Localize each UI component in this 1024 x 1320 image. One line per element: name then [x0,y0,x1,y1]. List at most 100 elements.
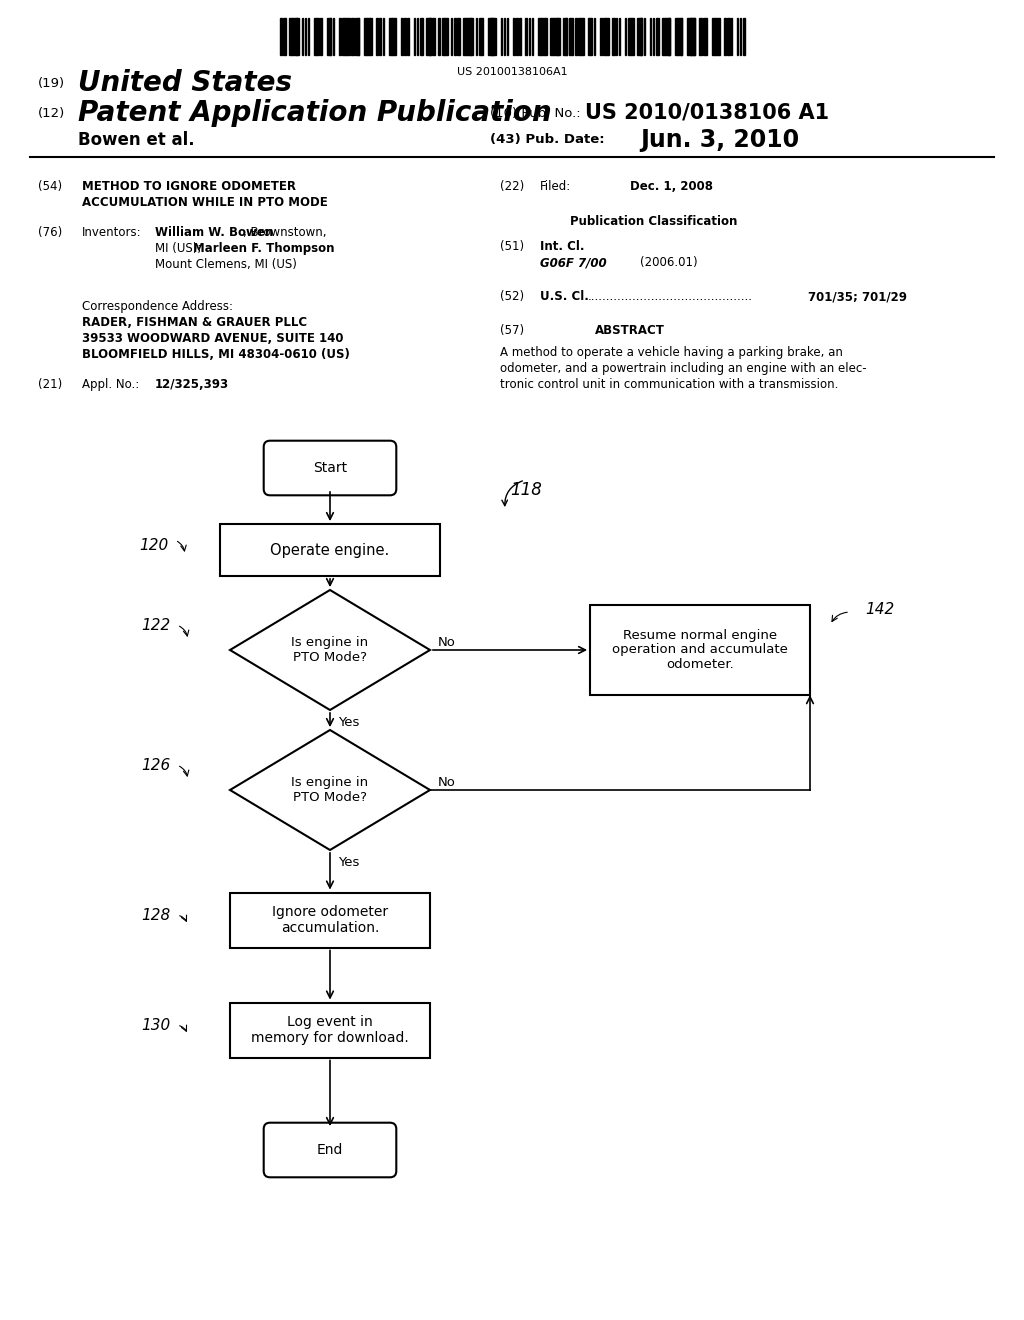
Bar [389,18,392,55]
Bar [321,18,322,55]
Bar [293,18,297,55]
Bar [730,18,732,55]
Text: 12/325,393: 12/325,393 [155,378,229,391]
Bar [531,18,534,55]
Text: (22): (22) [500,180,524,193]
Text: 122: 122 [140,618,170,632]
Bar [401,18,402,55]
Bar [454,18,456,55]
Bar [650,18,651,55]
Bar [631,18,634,55]
Text: ,: , [303,242,307,255]
Text: U.S. Cl.: U.S. Cl. [540,290,589,304]
Text: William W. Bowen: William W. Bowen [155,226,273,239]
Bar [488,18,493,55]
Bar [441,18,444,55]
Text: 701/35; 701/29: 701/35; 701/29 [808,290,907,304]
Bar [606,18,609,55]
Bar [600,18,601,55]
FancyBboxPatch shape [230,892,430,948]
Bar [492,18,495,55]
Text: ............................................: ........................................… [588,290,753,304]
Bar [594,18,595,55]
Text: US 20100138106A1: US 20100138106A1 [457,67,567,77]
Bar [528,18,530,55]
Bar [357,18,359,55]
Text: (21): (21) [38,378,62,391]
Text: United States: United States [78,69,292,96]
Text: (2006.01): (2006.01) [640,256,697,269]
Bar [414,18,415,55]
Bar [392,18,395,55]
Bar [444,18,447,55]
Text: (57): (57) [500,323,524,337]
Text: (10) Pub. No.:: (10) Pub. No.: [490,107,581,120]
Bar [283,18,286,55]
Bar [370,18,372,55]
Bar [557,18,559,55]
Bar [417,18,418,55]
Bar [501,18,502,55]
Bar [408,18,409,55]
Text: Int. Cl.: Int. Cl. [540,240,585,253]
Bar [463,18,466,55]
Text: Ignore odometer
accumulation.: Ignore odometer accumulation. [272,906,388,935]
Text: 126: 126 [140,758,170,772]
Text: 120: 120 [138,537,168,553]
Bar [640,18,642,55]
Text: A method to operate a vehicle having a parking brake, an: A method to operate a vehicle having a p… [500,346,843,359]
Text: (19): (19) [38,77,66,90]
Bar [656,18,659,55]
Bar [426,18,430,55]
Bar [438,18,440,55]
Text: (43) Pub. Date:: (43) Pub. Date: [490,133,604,147]
Bar [305,18,306,55]
Text: Mount Clemens, MI (US): Mount Clemens, MI (US) [155,257,297,271]
Bar [364,18,367,55]
Text: Start: Start [313,461,347,475]
Text: Appl. No.:: Appl. No.: [82,378,139,391]
Text: Yes: Yes [338,855,359,869]
Bar [482,18,483,55]
Bar [706,18,708,55]
Text: Log event in
memory for download.: Log event in memory for download. [251,1015,409,1045]
Bar [314,18,317,55]
Text: End: End [316,1143,343,1158]
Bar [339,18,341,55]
Bar [404,18,406,55]
Text: (52): (52) [500,290,524,304]
Bar [675,18,678,55]
Bar [727,18,730,55]
Bar [718,18,720,55]
Text: Operate engine.: Operate engine. [270,543,389,557]
Text: 130: 130 [140,1018,170,1032]
Text: Marleen F. Thompson: Marleen F. Thompson [193,242,335,255]
Bar [666,18,670,55]
Text: Jun. 3, 2010: Jun. 3, 2010 [640,128,799,152]
Text: Is engine in
PTO Mode?: Is engine in PTO Mode? [292,636,369,664]
Polygon shape [230,730,430,850]
Bar [327,18,331,55]
Bar [280,18,282,55]
Bar [395,18,396,55]
Bar [690,18,694,55]
Bar [737,18,738,55]
FancyBboxPatch shape [220,524,440,576]
Bar [575,18,577,55]
Bar [588,18,591,55]
Bar [653,18,654,55]
Bar [715,18,718,55]
Text: Bowen et al.: Bowen et al. [78,131,195,149]
Text: Publication Classification: Publication Classification [570,215,737,228]
Bar [429,18,431,55]
Bar [513,18,514,55]
Text: ACCUMULATION WHILE IN PTO MODE: ACCUMULATION WHILE IN PTO MODE [82,195,328,209]
Bar [625,18,627,55]
Bar [615,18,617,55]
Text: METHOD TO IGNORE ODOMETER: METHOD TO IGNORE ODOMETER [82,180,296,193]
Bar [525,18,527,55]
Bar [591,18,592,55]
Bar [544,18,547,55]
Bar [550,18,553,55]
Text: (51): (51) [500,240,524,253]
